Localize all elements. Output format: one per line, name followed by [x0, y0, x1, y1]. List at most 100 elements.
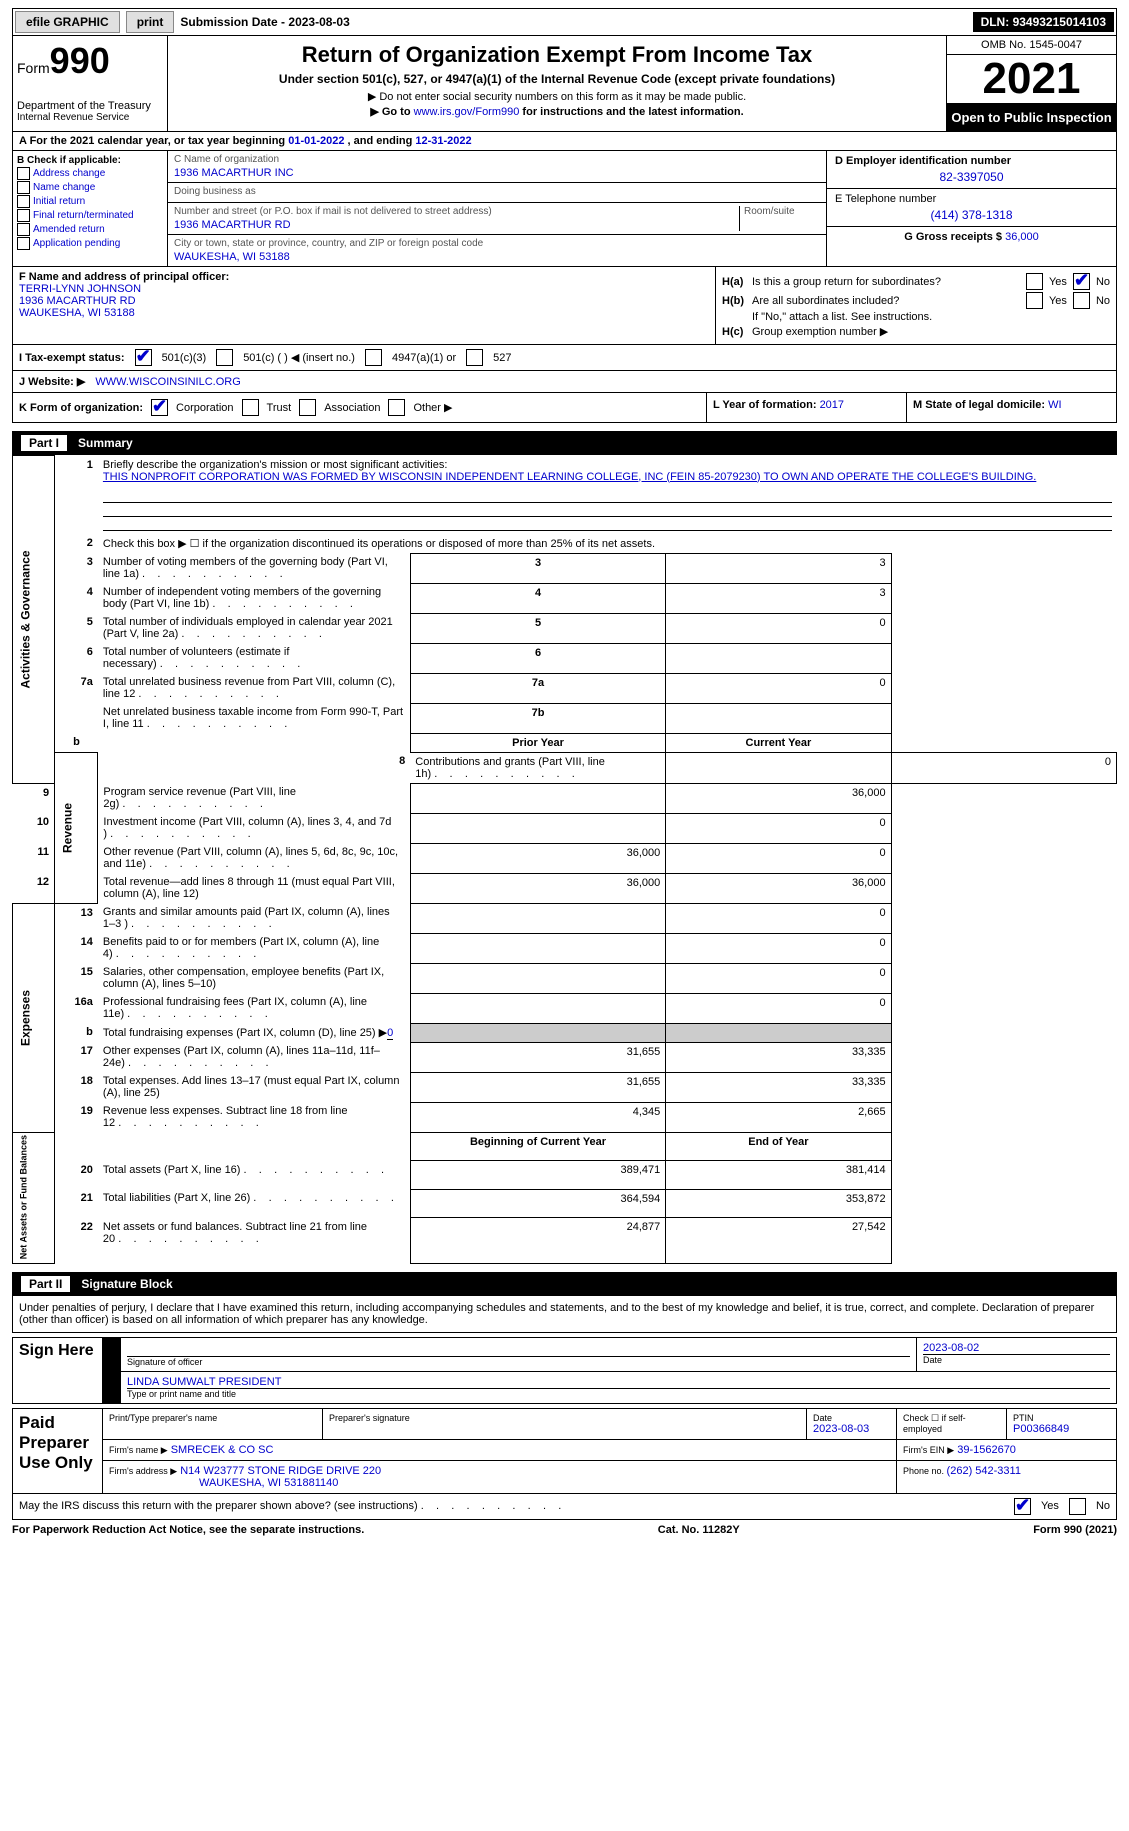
section-bcd: B Check if applicable: Address change Na… [12, 151, 1117, 267]
page-footer: For Paperwork Reduction Act Notice, see … [12, 1520, 1117, 1540]
firm-phone: (262) 542-3311 [947, 1465, 1021, 1477]
chk-other[interactable] [388, 399, 405, 416]
officer-addr2: WAUKESHA, WI 53188 [19, 307, 709, 319]
chk-501c3[interactable] [135, 349, 152, 366]
print-button[interactable]: print [126, 11, 175, 33]
chk-4947[interactable] [365, 349, 382, 366]
officer-name: TERRI-LYNN JOHNSON [19, 283, 709, 295]
form-note2: ▶ Go to www.irs.gov/Form990 for instruct… [174, 105, 940, 118]
inspection-label: Open to Public Inspection [947, 104, 1116, 131]
chk-name[interactable]: Name change [17, 181, 163, 194]
row-klm: K Form of organization: Corporation Trus… [12, 393, 1117, 423]
self-emp-chk[interactable]: Check ☐ if self-employed [897, 1408, 1007, 1439]
hb-txt: Are all subordinates included? [752, 295, 1026, 307]
c-city-lbl: City or town, state or province, country… [174, 238, 820, 249]
l1-lbl: Briefly describe the organization's miss… [103, 459, 447, 471]
chk-527[interactable] [466, 349, 483, 366]
l2: Check this box ▶ ☐ if the organization d… [98, 534, 1117, 554]
vlabel-net: Net Assets or Fund Balances [13, 1132, 55, 1263]
irs-link[interactable]: www.irs.gov/Form990 [414, 106, 520, 118]
hb-note: If "No," attach a list. See instructions… [722, 311, 1110, 323]
irs-label: Internal Revenue Service [17, 112, 163, 123]
org-name: 1936 MACARTHUR INC [174, 167, 820, 179]
phone: (414) 378-1318 [835, 208, 1108, 222]
footer-right: Form 990 (2021) [1033, 1524, 1117, 1536]
c-addr-lbl: Number and street (or P.O. box if mail i… [174, 206, 735, 217]
b-label: B Check if applicable: [17, 155, 121, 166]
omb-label: OMB No. 1545-0047 [947, 36, 1116, 55]
officer-addr1: 1936 MACARTHUR RD [19, 295, 709, 307]
vlabel-revenue: Revenue [55, 752, 98, 903]
efile-label: efile GRAPHIC [15, 11, 120, 33]
vlabel-expenses: Expenses [13, 903, 55, 1132]
summary-table: Activities & Governance 1 Briefly descri… [12, 455, 1117, 1264]
sig-officer-lbl: Signature of officer [127, 1356, 910, 1367]
topbar: efile GRAPHIC print Submission Date - 20… [12, 8, 1117, 36]
c-dba-lbl: Doing business as [174, 186, 820, 197]
chk-assoc[interactable] [299, 399, 316, 416]
chk-address[interactable]: Address change [17, 167, 163, 180]
declaration: Under penalties of perjury, I declare th… [12, 1296, 1117, 1333]
g-lbl: G Gross receipts $ [904, 231, 1005, 243]
discuss-row: May the IRS discuss this return with the… [12, 1494, 1117, 1520]
dept-label: Department of the Treasury [17, 100, 163, 112]
form-subtitle: Under section 501(c), 527, or 4947(a)(1)… [174, 72, 940, 86]
mission-text: THIS NONPROFIT CORPORATION WAS FORMED BY… [103, 471, 1036, 483]
d-lbl: D Employer identification number [835, 155, 1011, 167]
row-j: J Website: ▶ WWW.WISCOINSINILC.ORG [12, 371, 1117, 393]
row-i: I Tax-exempt status: 501(c)(3) 501(c) ( … [12, 345, 1117, 371]
tax-year: 2021 [947, 55, 1116, 104]
hb-yes[interactable] [1026, 292, 1043, 309]
gross-receipts: 36,000 [1005, 231, 1039, 243]
paid-preparer-table: Paid Preparer Use Only Print/Type prepar… [12, 1408, 1117, 1494]
officer-print-name: LINDA SUMWALT PRESIDENT [127, 1376, 281, 1388]
hb-no[interactable] [1073, 292, 1090, 309]
dln-label: DLN: 93493215014103 [973, 12, 1114, 32]
firm-ein: 39-1562670 [957, 1444, 1016, 1456]
part2-header: Part IISignature Block [12, 1272, 1117, 1296]
arrow-icon [103, 1337, 121, 1403]
firm-name: SMRECEK & CO SC [171, 1444, 274, 1456]
state-domicile: WI [1048, 399, 1061, 411]
vlabel-activities: Activities & Governance [13, 456, 55, 784]
paid-preparer-label: Paid Preparer Use Only [13, 1408, 103, 1493]
chk-corp[interactable] [151, 399, 168, 416]
ha-yes[interactable] [1026, 273, 1043, 290]
org-city: WAUKESHA, WI 53188 [174, 251, 820, 263]
discuss-yes[interactable] [1014, 1498, 1031, 1515]
c-room-lbl: Room/suite [744, 206, 820, 217]
firm-addr1: N14 W23777 STONE RIDGE DRIVE 220 [180, 1465, 381, 1477]
form-header: Form990 Department of the Treasury Inter… [12, 36, 1117, 132]
chk-final[interactable]: Final return/terminated [17, 209, 163, 222]
hc-txt: Group exemption number ▶ [752, 325, 1110, 338]
chk-initial[interactable]: Initial return [17, 195, 163, 208]
chk-trust[interactable] [242, 399, 259, 416]
form-number: Form990 [17, 40, 163, 82]
ha-no[interactable] [1073, 273, 1090, 290]
form-title: Return of Organization Exempt From Incom… [174, 42, 940, 68]
sign-here-label: Sign Here [13, 1337, 103, 1403]
ptin: P00366849 [1013, 1423, 1069, 1435]
c-name-lbl: C Name of organization [174, 154, 820, 165]
firm-addr2: WAUKESHA, WI 531881140 [199, 1477, 338, 1489]
chk-amended[interactable]: Amended return [17, 223, 163, 236]
footer-left: For Paperwork Reduction Act Notice, see … [12, 1524, 364, 1536]
sign-date: 2023-08-02 [923, 1342, 979, 1354]
form-note1: ▶ Do not enter social security numbers o… [174, 90, 940, 103]
prep-date: 2023-08-03 [813, 1423, 869, 1435]
year-formation: 2017 [820, 399, 844, 411]
submission-label: Submission Date - 2023-08-03 [180, 15, 349, 29]
footer-mid: Cat. No. 11282Y [658, 1524, 740, 1536]
chk-pending[interactable]: Application pending [17, 237, 163, 250]
part1-header: Part ISummary [12, 431, 1117, 455]
sign-here-table: Sign Here Signature of officer 2023-08-0… [12, 1337, 1117, 1404]
f-lbl: F Name and address of principal officer: [19, 271, 229, 283]
section-fh: F Name and address of principal officer:… [12, 267, 1117, 345]
e-lbl: E Telephone number [835, 193, 936, 205]
chk-501c[interactable] [216, 349, 233, 366]
website: WWW.WISCOINSINILC.ORG [95, 376, 240, 388]
ein: 82-3397050 [835, 170, 1108, 184]
org-addr: 1936 MACARTHUR RD [174, 219, 735, 231]
discuss-no[interactable] [1069, 1498, 1086, 1515]
row-a: A For the 2021 calendar year, or tax yea… [12, 132, 1117, 151]
